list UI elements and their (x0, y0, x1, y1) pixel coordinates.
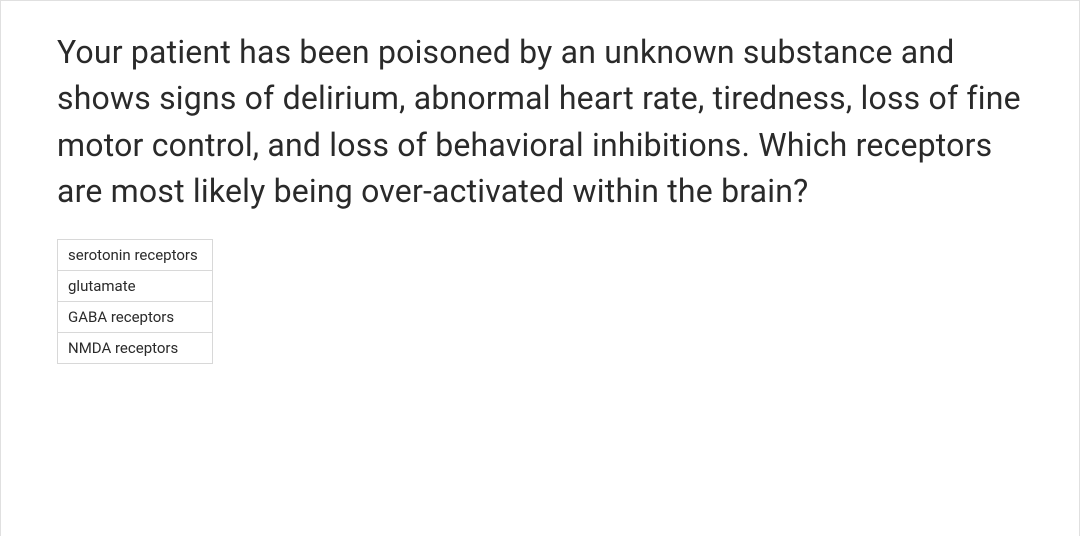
question-text: Your patient has been poisoned by an unk… (57, 29, 1023, 215)
option-cell[interactable]: GABA receptors (58, 301, 213, 332)
options-table: serotonin receptors glutamate GABA recep… (57, 239, 213, 364)
option-row[interactable]: glutamate (58, 270, 213, 301)
option-cell[interactable]: glutamate (58, 270, 213, 301)
option-row[interactable]: GABA receptors (58, 301, 213, 332)
question-card: Your patient has been poisoned by an unk… (0, 0, 1080, 536)
option-row[interactable]: NMDA receptors (58, 332, 213, 363)
content-wrapper: Your patient has been poisoned by an unk… (1, 1, 1079, 384)
option-cell[interactable]: serotonin receptors (58, 239, 213, 270)
option-cell[interactable]: NMDA receptors (58, 332, 213, 363)
option-row[interactable]: serotonin receptors (58, 239, 213, 270)
